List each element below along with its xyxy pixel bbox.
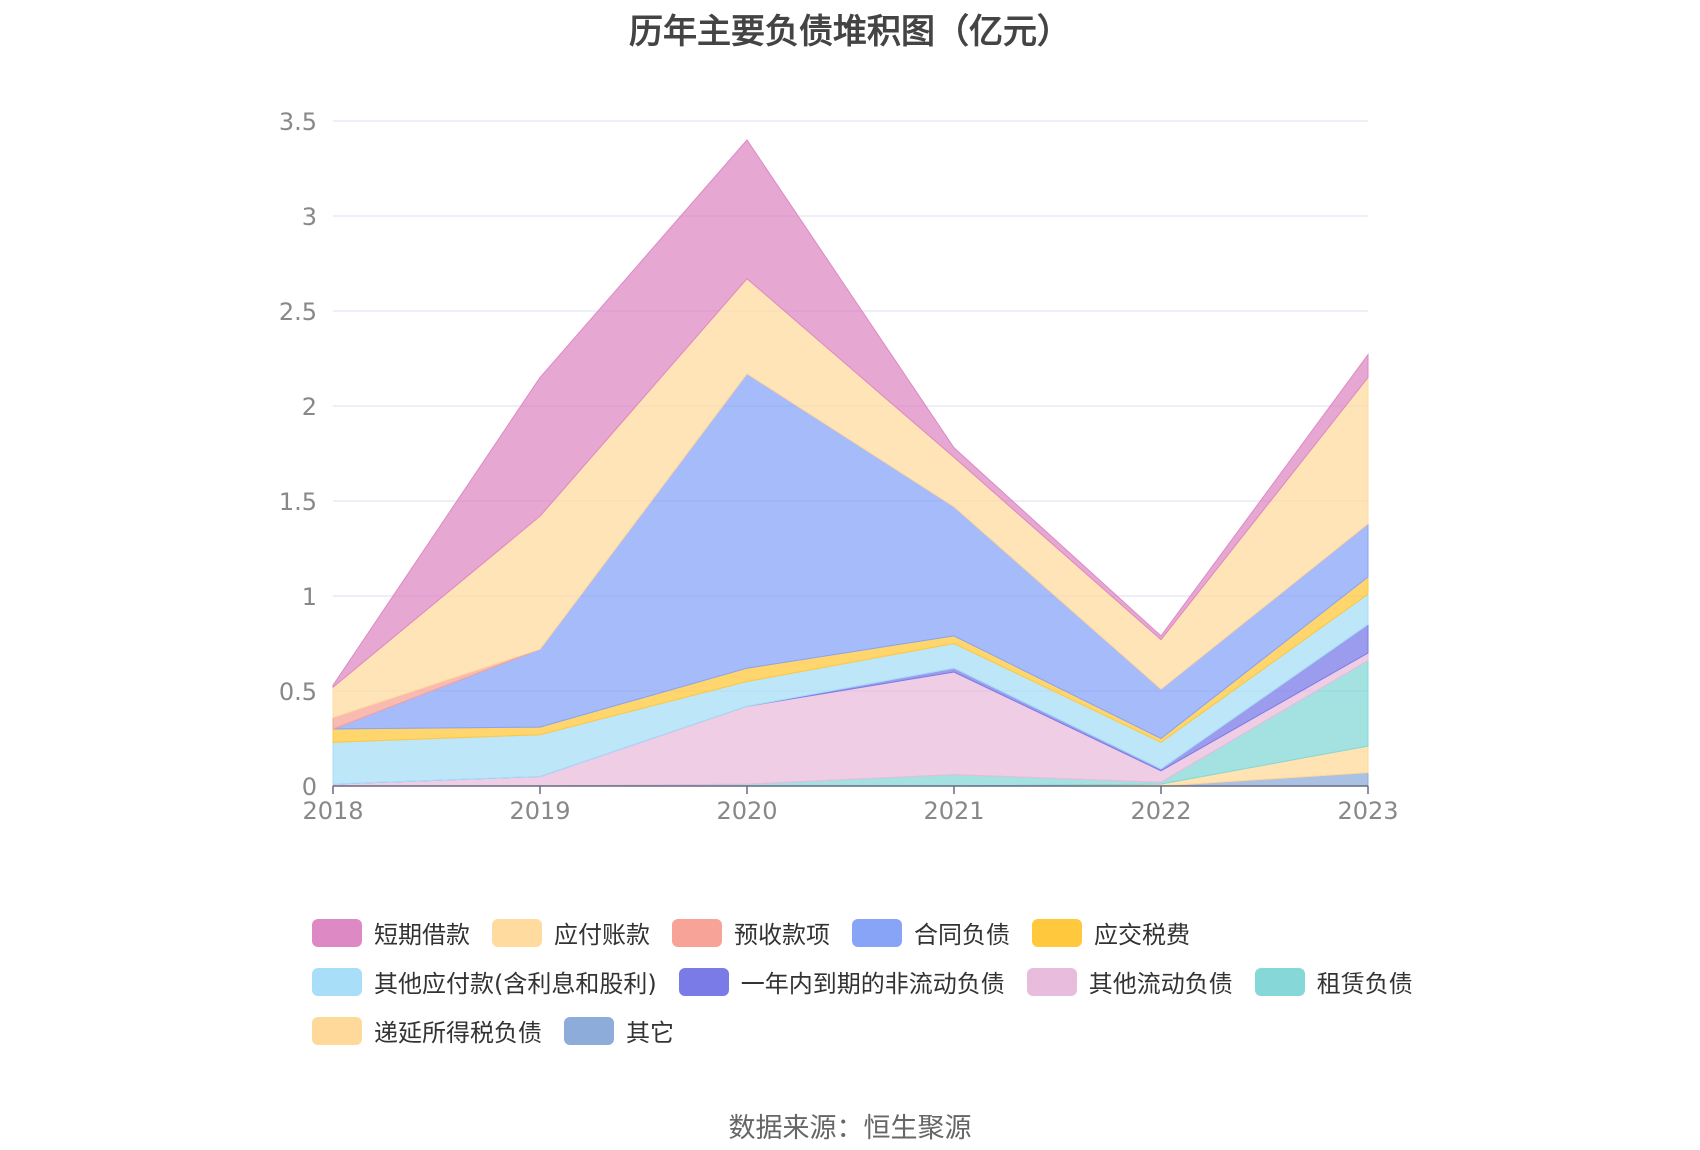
- legend-swatch: [672, 918, 722, 947]
- y-tick-label: 1.5: [279, 488, 317, 516]
- chart-legend: 短期借款 应付账款 预收款项 合同负债 应交税费其他应付款(含利息和股利) 一年内到期的非…: [312, 908, 1452, 1055]
- legend-label: 租赁负债: [1316, 970, 1413, 998]
- legend-item[interactable]: 应付账款: [492, 915, 650, 950]
- x-tick-label: 2018: [302, 797, 363, 825]
- legend-item[interactable]: 应交税费: [1032, 915, 1190, 950]
- legend-label: 其他流动负债: [1088, 970, 1233, 998]
- area-series: [332, 139, 1369, 689]
- legend-item[interactable]: 租赁负债: [1254, 964, 1413, 999]
- legend-label: 合同负债: [914, 921, 1010, 949]
- legend-item[interactable]: 递延所得税负债: [312, 1013, 542, 1048]
- legend-item[interactable]: 其它: [564, 1013, 674, 1048]
- legend-label: 其他应付款(含利息和股利): [374, 970, 657, 998]
- legend-label: 应交税费: [1094, 921, 1190, 949]
- y-tick-label: 0.5: [279, 678, 317, 706]
- x-tick-label: 2022: [1130, 797, 1191, 825]
- legend-swatch: [312, 1016, 362, 1045]
- y-tick-label: 0: [302, 773, 317, 801]
- chart-title: 历年主要负债堆积图（亿元）: [629, 12, 1071, 52]
- legend-swatch: [312, 967, 362, 996]
- legend-label: 递延所得税负债: [374, 1019, 542, 1047]
- legend-item[interactable]: 预收款项: [672, 915, 830, 950]
- legend-item[interactable]: 短期借款: [312, 915, 470, 950]
- y-tick-label: 1: [302, 583, 317, 611]
- y-tick-label: 2.5: [279, 298, 317, 326]
- legend-swatch: [1032, 918, 1082, 947]
- legend-swatch: [1254, 967, 1305, 996]
- legend-swatch: [1026, 967, 1077, 996]
- legend-row: 其他应付款(含利息和股利) 一年内到期的非流动负债 其他流动负债 租赁负债: [312, 957, 1452, 1006]
- legend-label: 其它: [626, 1019, 674, 1047]
- legend-swatch: [678, 967, 729, 996]
- legend-label: 一年内到期的非流动负债: [740, 970, 1005, 998]
- legend-label: 应付账款: [554, 921, 650, 949]
- stacked-area-chart: 0 0.5 1 1.5 2 2.5 3 3.5 2018 2019 2020 2021 2022 2023: [279, 108, 1399, 825]
- x-tick-label: 2019: [509, 797, 570, 825]
- legend-swatch: [852, 918, 902, 947]
- y-tick-label: 3.5: [279, 108, 317, 136]
- legend-label: 预收款项: [734, 921, 830, 949]
- legend-item[interactable]: 其他流动负债: [1026, 964, 1233, 999]
- legend-row: 递延所得税负债 其它: [312, 1006, 1452, 1055]
- x-tick-label: 2023: [1337, 797, 1398, 825]
- x-tick-label: 2021: [923, 797, 984, 825]
- legend-swatch: [312, 918, 362, 947]
- legend-label: 短期借款: [374, 921, 470, 949]
- legend-row: 短期借款 应付账款 预收款项 合同负债 应交税费: [312, 908, 1452, 957]
- x-tick-label: 2020: [716, 797, 777, 825]
- data-source-note: 数据来源：恒生聚源: [728, 1113, 972, 1144]
- legend-item[interactable]: 一年内到期的非流动负债: [678, 964, 1005, 999]
- legend-item[interactable]: 其他应付款(含利息和股利): [312, 964, 657, 999]
- legend-swatch: [564, 1016, 614, 1045]
- legend-swatch: [492, 918, 542, 947]
- y-tick-label: 2: [302, 393, 317, 421]
- y-tick-label: 3: [302, 203, 317, 231]
- legend-item[interactable]: 合同负债: [852, 915, 1010, 950]
